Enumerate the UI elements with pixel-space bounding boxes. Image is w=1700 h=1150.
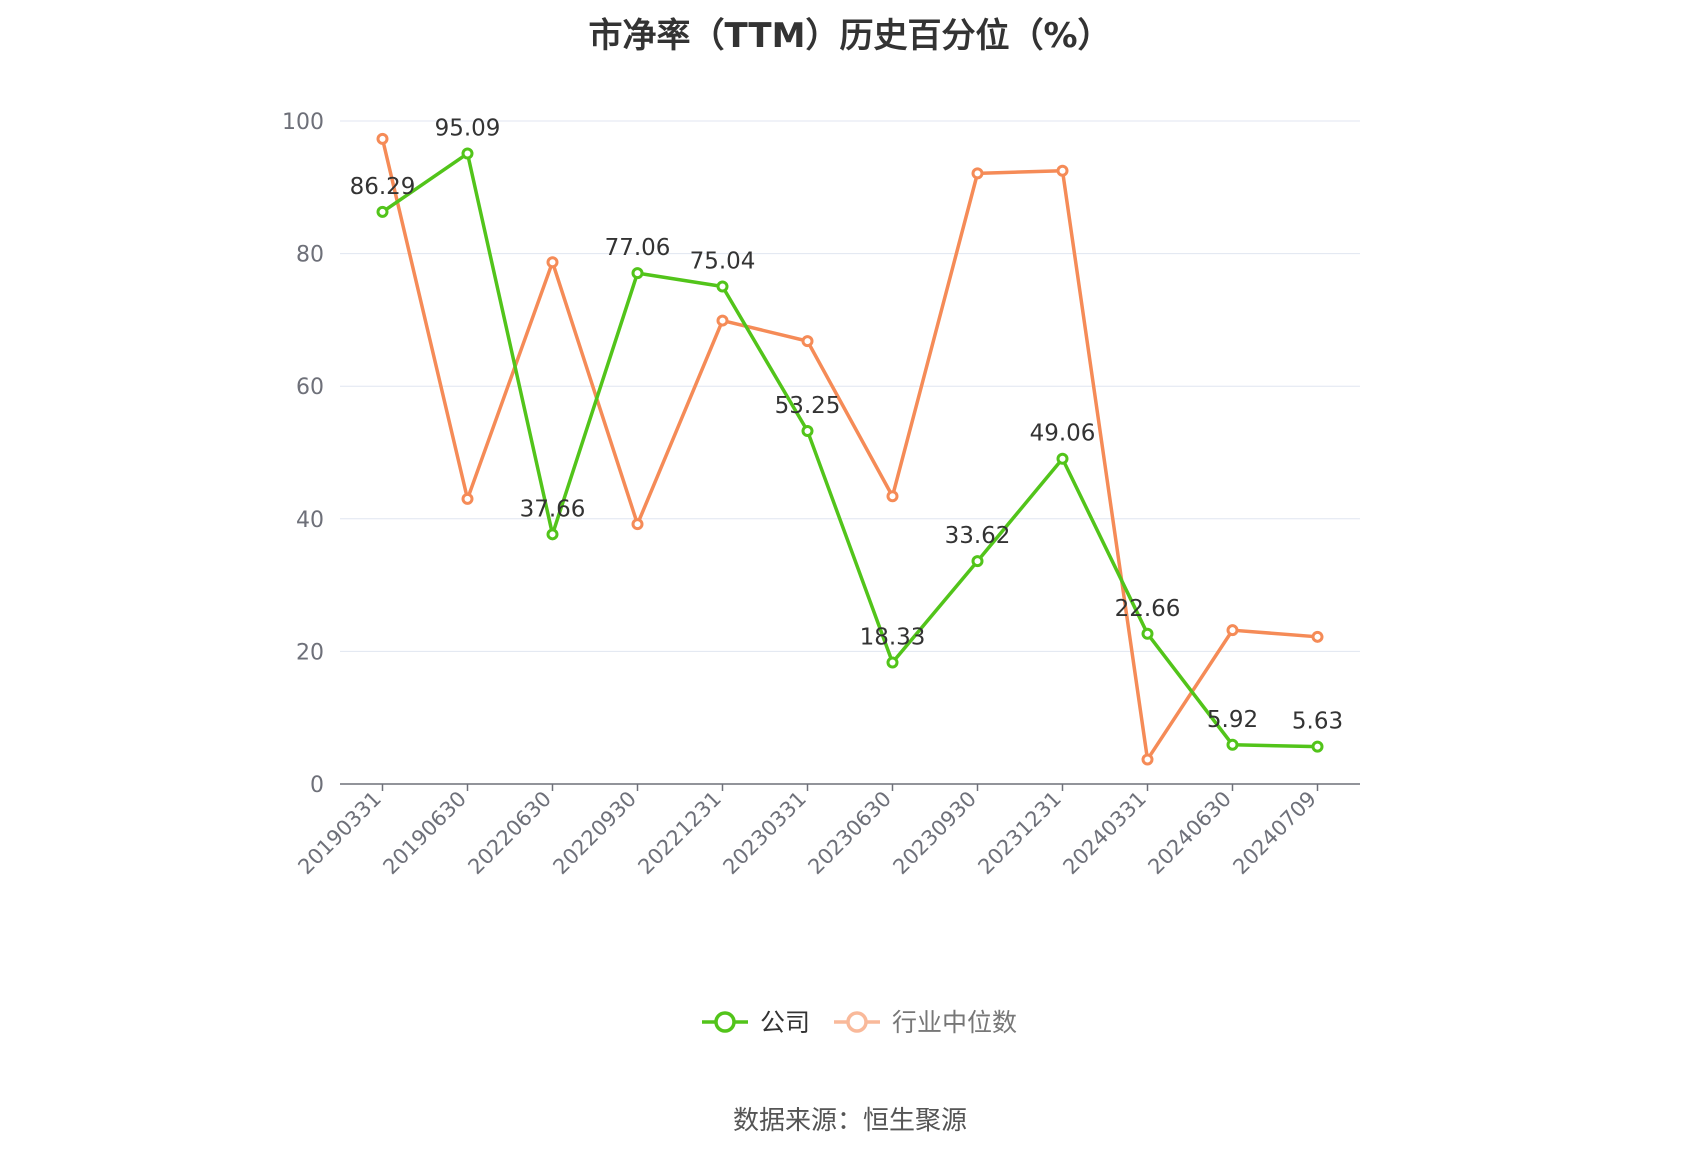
data-source: 数据来源：恒生聚源: [732, 1106, 967, 1136]
data-point: [801, 424, 814, 437]
data-label: 95.09: [435, 116, 501, 142]
data-point: [971, 555, 984, 568]
data-label: 77.06: [605, 235, 671, 261]
data-label: 86.29: [350, 174, 416, 200]
series: [376, 132, 1324, 766]
data-point: [546, 528, 559, 541]
data-point: [376, 132, 389, 145]
data-point: [886, 490, 899, 503]
data-point: [1056, 164, 1069, 177]
data-label: 5.92: [1207, 707, 1258, 733]
data-point: [631, 518, 644, 531]
data-point: [1311, 630, 1324, 643]
series-line-industry-median: [380, 138, 1318, 762]
x-tick-label: 20231231: [973, 787, 1066, 880]
x-tick-label: 20230930: [888, 787, 981, 880]
legend: 公司 行业中位数: [702, 1008, 1017, 1037]
x-tick-label: 20230630: [803, 787, 896, 880]
data-labels: 86.29 95.09 37.66 77.06 75.04 53.25 18.33 33.62…: [350, 116, 1344, 735]
data-label: 33.62: [945, 523, 1011, 549]
legend-label: 公司: [760, 1008, 810, 1037]
data-label: 75.04: [690, 248, 756, 274]
data-point: [1141, 753, 1154, 766]
legend-marker: [846, 1011, 868, 1033]
x-tick-label: 20230331: [718, 787, 811, 880]
x-tick-label: 20240331: [1058, 787, 1151, 880]
y-tick-label: 20: [296, 640, 324, 665]
data-point: [1226, 738, 1239, 751]
x-tick-label: 20221231: [633, 787, 726, 880]
data-point: [716, 314, 729, 327]
data-point: [1311, 740, 1324, 753]
series-line-company: [381, 151, 1318, 749]
data-point: [1226, 624, 1239, 637]
data-point: [461, 492, 474, 505]
y-tick-label: 60: [296, 375, 324, 400]
x-tick-label: 20240709: [1228, 787, 1321, 880]
data-label: 49.06: [1030, 421, 1096, 447]
axes: 0204060801002019033120190630202206302022…: [282, 110, 1360, 879]
legend-label: 行业中位数: [892, 1008, 1017, 1037]
x-tick-label: 20190630: [378, 787, 471, 880]
data-point: [716, 280, 729, 293]
y-tick-label: 100: [282, 110, 324, 135]
data-point: [631, 267, 644, 280]
data-point: [546, 256, 559, 269]
y-tick-label: 80: [296, 243, 324, 268]
data-label: 37.66: [520, 496, 586, 522]
data-point: [1056, 452, 1069, 465]
data-point: [971, 167, 984, 180]
data-point: [461, 147, 474, 160]
x-tick-label: 20190331: [293, 787, 386, 880]
data-label: 22.66: [1115, 596, 1181, 622]
data-point: [376, 205, 389, 218]
data-label: 53.25: [775, 393, 841, 419]
data-point: [886, 656, 899, 669]
x-tick-label: 20240630: [1143, 787, 1236, 880]
data-label: 18.33: [860, 624, 926, 650]
y-tick-label: 0: [310, 773, 324, 798]
y-tick-label: 40: [296, 508, 324, 533]
data-point: [1141, 627, 1154, 640]
data-point: [801, 335, 814, 348]
x-tick-label: 20220630: [463, 787, 556, 880]
legend-marker: [714, 1011, 736, 1033]
chart-title: 市净率（TTM）历史百分位（%）: [588, 16, 1112, 56]
x-tick-label: 20220930: [548, 787, 641, 880]
data-label: 5.63: [1292, 709, 1343, 735]
gridlines: [340, 120, 1360, 652]
